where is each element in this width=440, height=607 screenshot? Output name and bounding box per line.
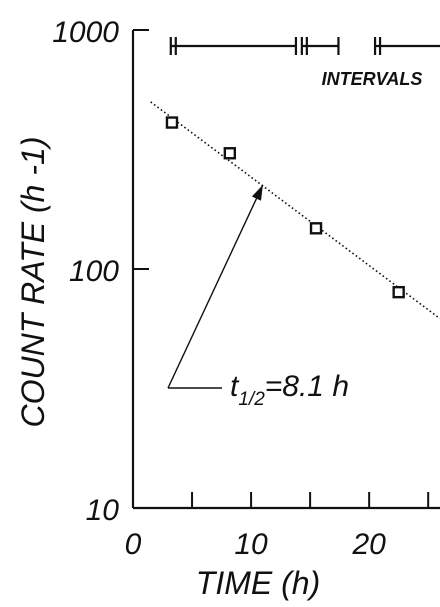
annotation-arrow-shaft	[167, 184, 264, 389]
data-point	[392, 285, 405, 299]
intervals-label: INTERVALS	[322, 69, 423, 89]
x-tick-label: 10	[234, 528, 268, 561]
data-point	[309, 222, 323, 235]
axes	[131, 30, 440, 510]
x-tick-label: 20	[351, 528, 386, 561]
y-tick-label: 100	[69, 255, 119, 288]
annotation-arrow-head	[251, 184, 263, 201]
x-tick-label: 0	[125, 528, 142, 561]
intervals	[169, 37, 440, 55]
data-point	[223, 147, 237, 160]
half-life-annotation: t1/2=8.1 h	[167, 184, 349, 410]
fit-line	[150, 101, 440, 320]
y-tick-label: 1000	[52, 16, 119, 49]
x-axis-label: TIME (h)	[196, 565, 320, 601]
data-points	[165, 116, 405, 299]
data-point	[165, 116, 179, 129]
half-life-label: t1/2=8.1 h	[230, 370, 349, 410]
fit-line-group	[150, 101, 440, 320]
y-tick-label: 10	[86, 494, 120, 527]
y-axis-label: COUNT RATE (h -1)	[15, 137, 51, 428]
